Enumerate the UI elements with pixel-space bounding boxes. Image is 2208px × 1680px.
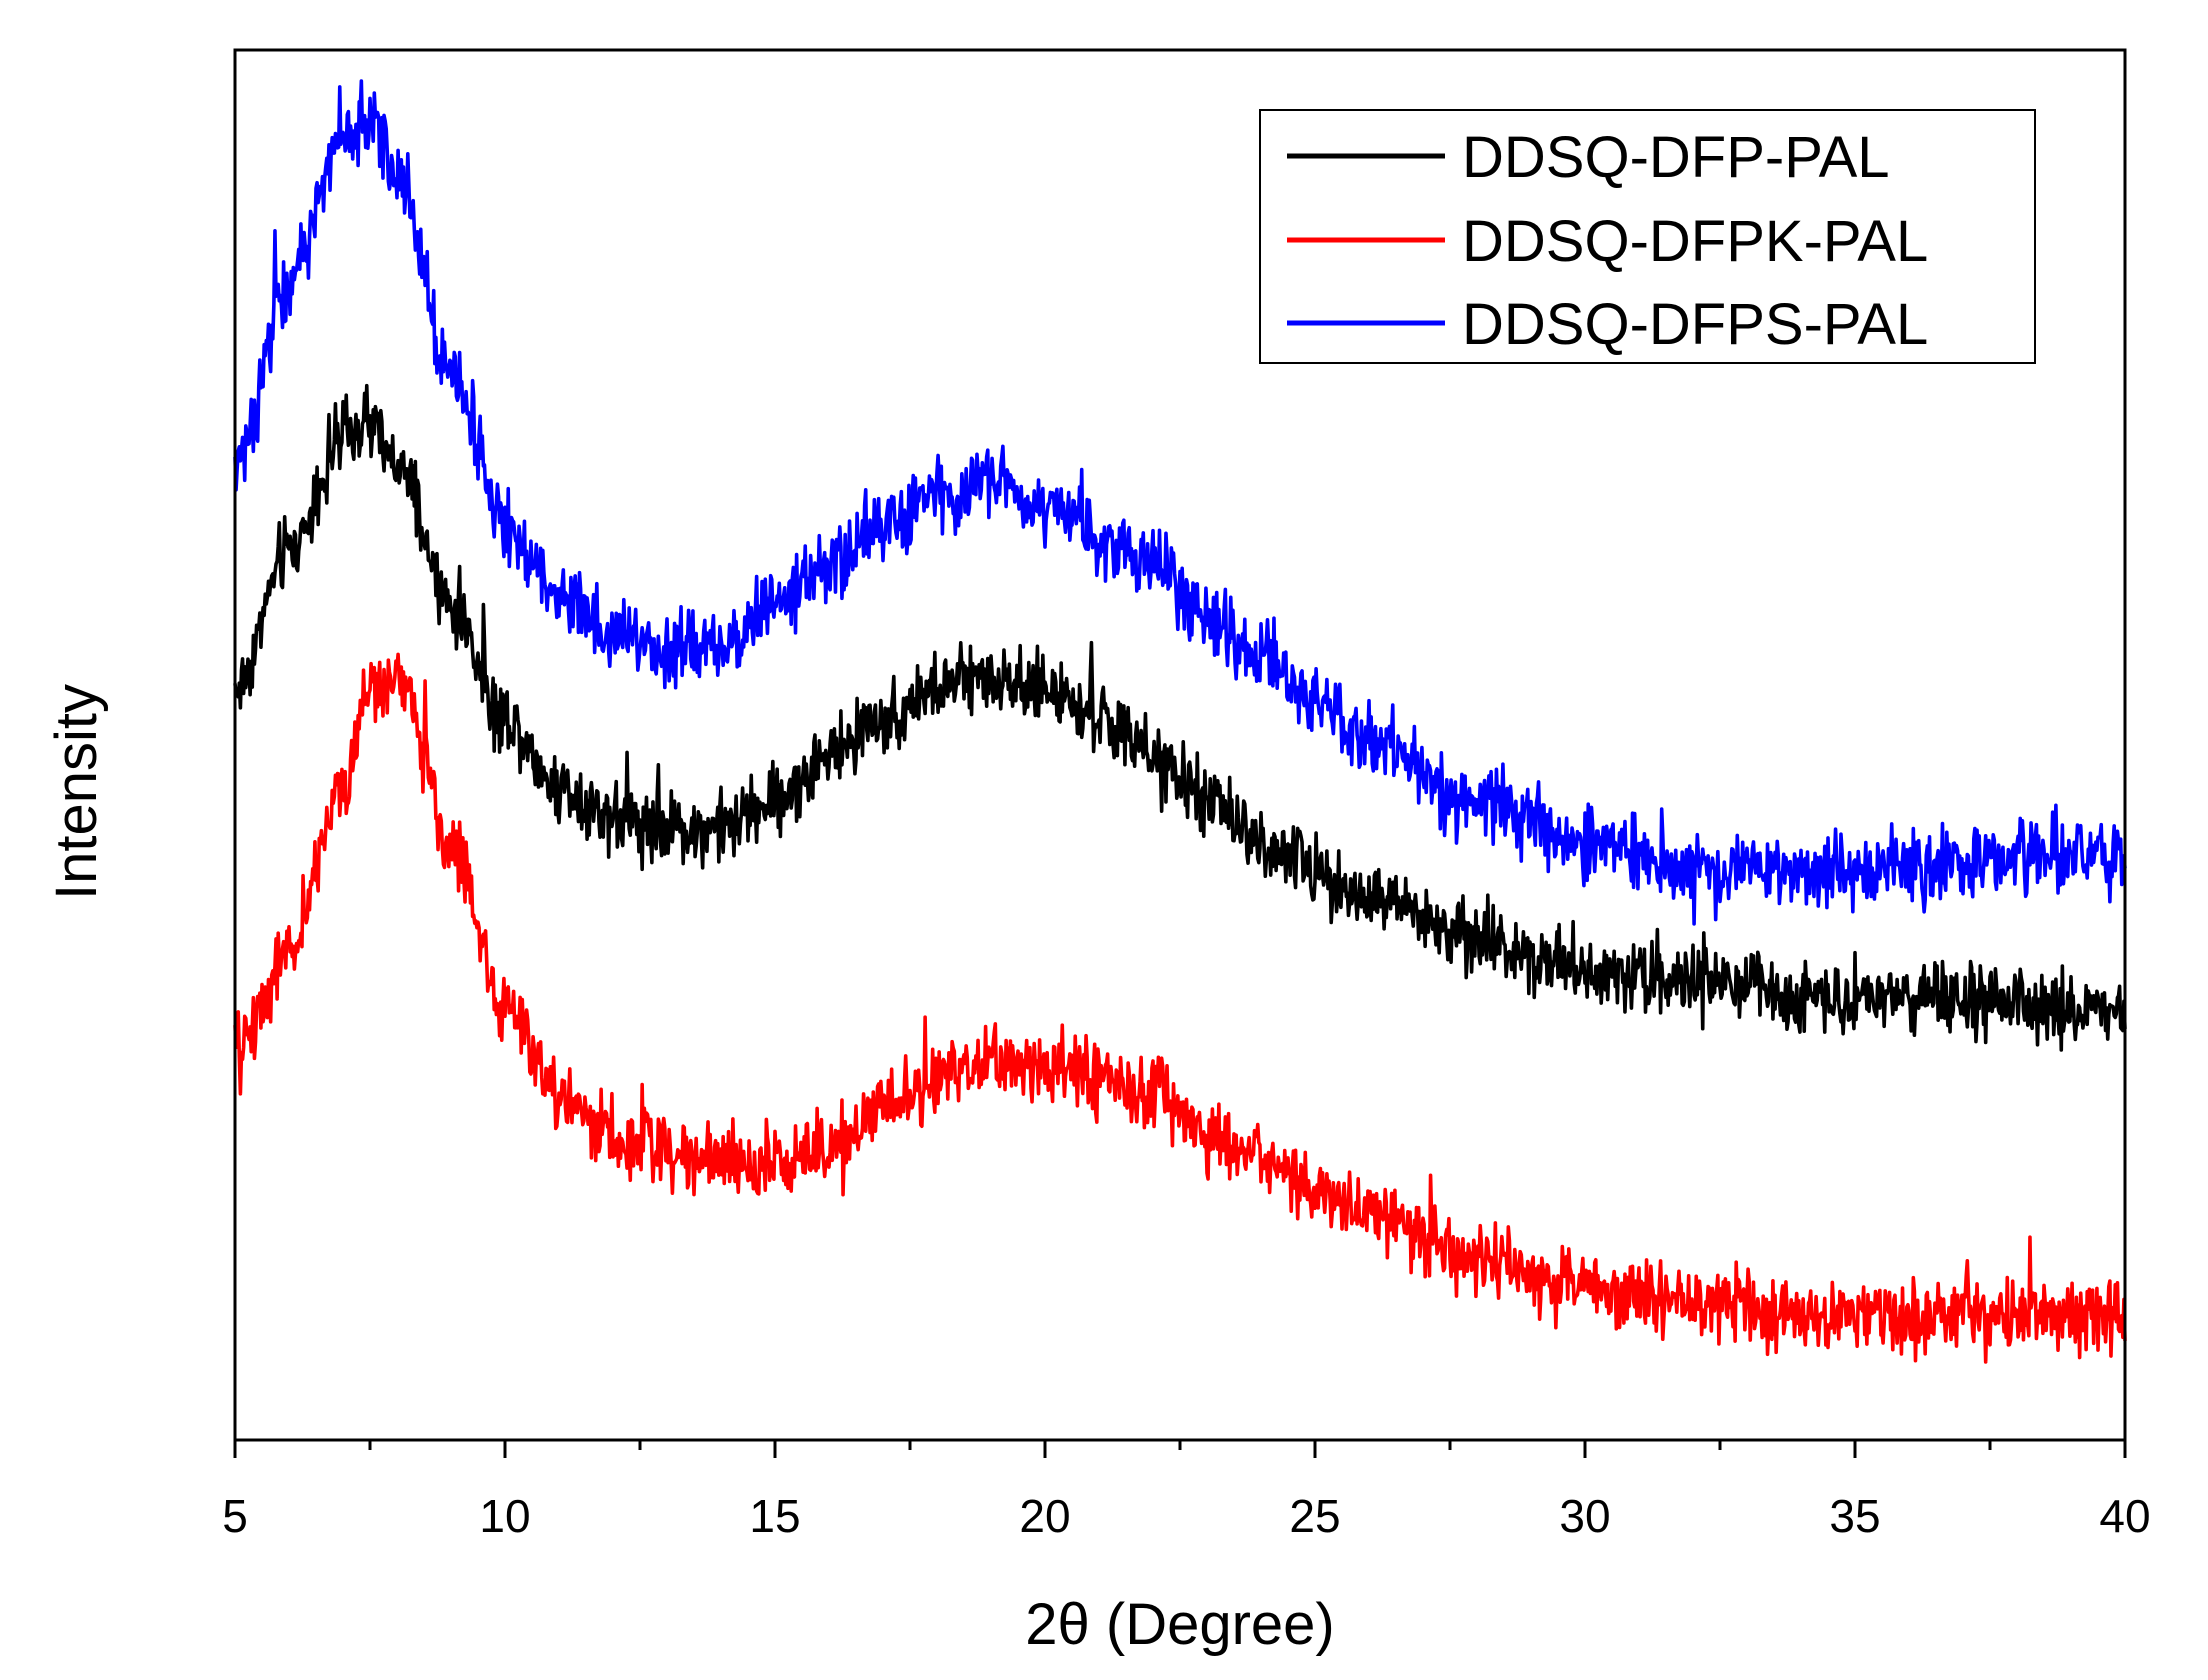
series-line-ddsq-dfpk-pal bbox=[233, 652, 2127, 1364]
series-line-ddsq-dfps-pal bbox=[233, 79, 2127, 926]
legend-label: DDSQ-DFPK-PAL bbox=[1462, 209, 1928, 274]
plot-frame bbox=[233, 48, 2127, 1442]
series-line-ddsq-dfp-pal bbox=[233, 383, 2127, 1052]
legend: DDSQ-DFP-PAL DDSQ-DFPK-PAL DDSQ-DFPS-PAL bbox=[1259, 109, 2036, 364]
series-layer bbox=[233, 79, 2127, 1364]
x-tick-label: 15 bbox=[749, 1490, 800, 1542]
x-axis-title: 2θ (Degree) bbox=[1025, 1592, 1334, 1657]
x-tick-label: 5 bbox=[222, 1490, 248, 1542]
x-tick-label: 40 bbox=[2099, 1490, 2150, 1542]
x-tick-label: 25 bbox=[1289, 1490, 1340, 1542]
legend-label: DDSQ-DFPS-PAL bbox=[1462, 292, 1928, 357]
x-tick-label: 35 bbox=[1829, 1490, 1880, 1542]
legend-label: DDSQ-DFP-PAL bbox=[1462, 125, 1890, 190]
x-tick-label: 30 bbox=[1559, 1490, 1610, 1542]
x-axis: 5 10 15 20 25 30 35 40 bbox=[222, 1440, 2151, 1542]
x-tick-label: 20 bbox=[1019, 1490, 1070, 1542]
x-tick-label: 10 bbox=[479, 1490, 530, 1542]
y-axis-title: Intensity bbox=[44, 684, 109, 900]
